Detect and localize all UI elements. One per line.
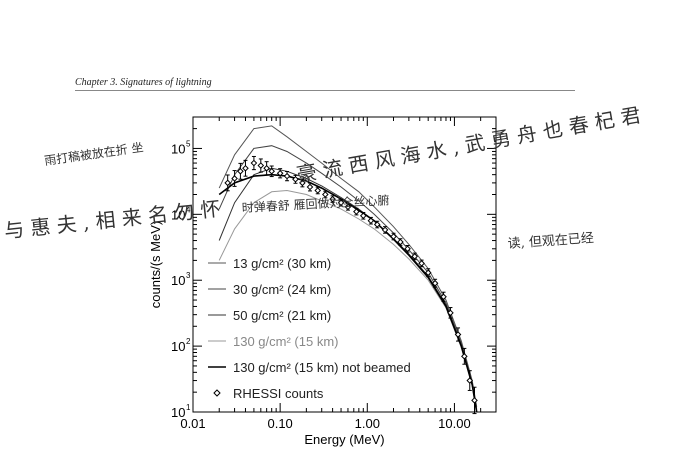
rhessi-point	[373, 221, 381, 228]
y-tick-label: 10	[171, 339, 185, 354]
rhessi-point	[268, 167, 276, 175]
rhessi-point	[263, 164, 270, 172]
rhessi-point	[471, 397, 478, 404]
rhessi-point	[381, 226, 389, 234]
y-axis-label: counts/(s MeV)	[148, 221, 163, 308]
rhessi-point	[353, 208, 360, 215]
rhessi-point	[242, 164, 249, 172]
x-tick-labels: 0.01 0.10 1.00 10.00	[180, 416, 470, 431]
x-tick-label: 0.10	[267, 416, 292, 431]
rhessi-point	[329, 195, 336, 203]
y-tick-exponent: 2	[186, 337, 191, 346]
series-line	[218, 189, 478, 413]
rhessi-point	[390, 233, 397, 240]
rhessi-point	[440, 293, 447, 301]
legend-label: 130 g/cm² (15 km)	[233, 334, 338, 349]
plot-frame	[192, 116, 497, 413]
legend-label: 130 g/cm² (15 km) not beamed	[233, 360, 411, 375]
rhessi-point	[447, 309, 454, 317]
x-tick-label: 0.01	[180, 416, 205, 431]
rhessi-point	[397, 238, 404, 246]
rhessi-point	[237, 167, 244, 175]
handwriting-line-2: 豪 流 西 风 海 水 , 武 勇 舟 也 春 杞 君	[295, 103, 643, 187]
rhessi-point	[283, 172, 291, 180]
rhessi-point	[250, 159, 258, 167]
rhessi-point	[314, 187, 322, 194]
rhessi-point	[359, 212, 367, 220]
x-tick-label: 1.00	[355, 416, 380, 431]
series-line	[218, 145, 478, 410]
y-tick-label: 10	[171, 273, 185, 288]
legend: 13 g/cm² (30 km) 30 g/cm² (24 km) 50 g/cm²…	[208, 256, 411, 401]
legend-label: 50 g/cm² (21 km)	[233, 308, 331, 323]
rhessi-point	[466, 377, 474, 384]
rhessi-point	[337, 199, 345, 207]
handwriting-line-5: 读, 但观在已经	[507, 231, 594, 252]
y-tick-exponent: 1	[186, 403, 191, 412]
rhessi-point	[292, 176, 299, 183]
y-tick-exponent: 3	[186, 271, 191, 280]
rhessi-point	[454, 331, 462, 338]
header-rule	[75, 90, 575, 91]
axis-ticks	[192, 116, 497, 413]
y-tick-label: 10	[171, 405, 185, 420]
handwriting-line-1: 雨打稿被放在折 坐	[43, 139, 144, 168]
rhessi-point	[344, 203, 352, 211]
rhessi-point	[299, 179, 306, 187]
rhessi-point	[411, 253, 419, 260]
rhessi-point	[404, 245, 411, 253]
y-tick-label: 10	[171, 207, 185, 222]
rhessi-point	[461, 353, 468, 360]
x-tick-label: 10.00	[438, 416, 471, 431]
x-axis-label: Energy (MeV)	[304, 432, 384, 447]
rhessi-points-layer	[224, 155, 478, 415]
rhessi-point	[257, 162, 265, 169]
legend-swatch	[213, 389, 221, 397]
y-tick-exponent: 4	[186, 205, 191, 214]
rhessi-point	[231, 175, 238, 182]
y-tick-label: 10	[171, 141, 185, 156]
rhessi-point	[322, 191, 329, 198]
legend-label: 30 g/cm² (24 km)	[233, 282, 331, 297]
rhessi-point	[431, 279, 439, 287]
rhessi-point	[306, 183, 314, 191]
rhessi-point	[224, 179, 231, 187]
handwriting-line-3: 与 惠 夫 , 相 来 名 勿 怀	[3, 196, 222, 243]
rhessi-point	[367, 217, 375, 225]
legend-label: RHESSI counts	[233, 386, 324, 401]
rhessi-point	[276, 169, 284, 177]
rhessi-point	[418, 260, 425, 267]
handwriting-line-4: 时弹春舒 雁回做对全丝心腑	[241, 192, 389, 215]
rhessi-point	[424, 269, 432, 277]
legend-label: 13 g/cm² (30 km)	[233, 256, 331, 271]
chapter-header: Chapter 3. Signatures of lightning	[75, 77, 212, 88]
y-tick-exponent: 5	[186, 139, 191, 148]
